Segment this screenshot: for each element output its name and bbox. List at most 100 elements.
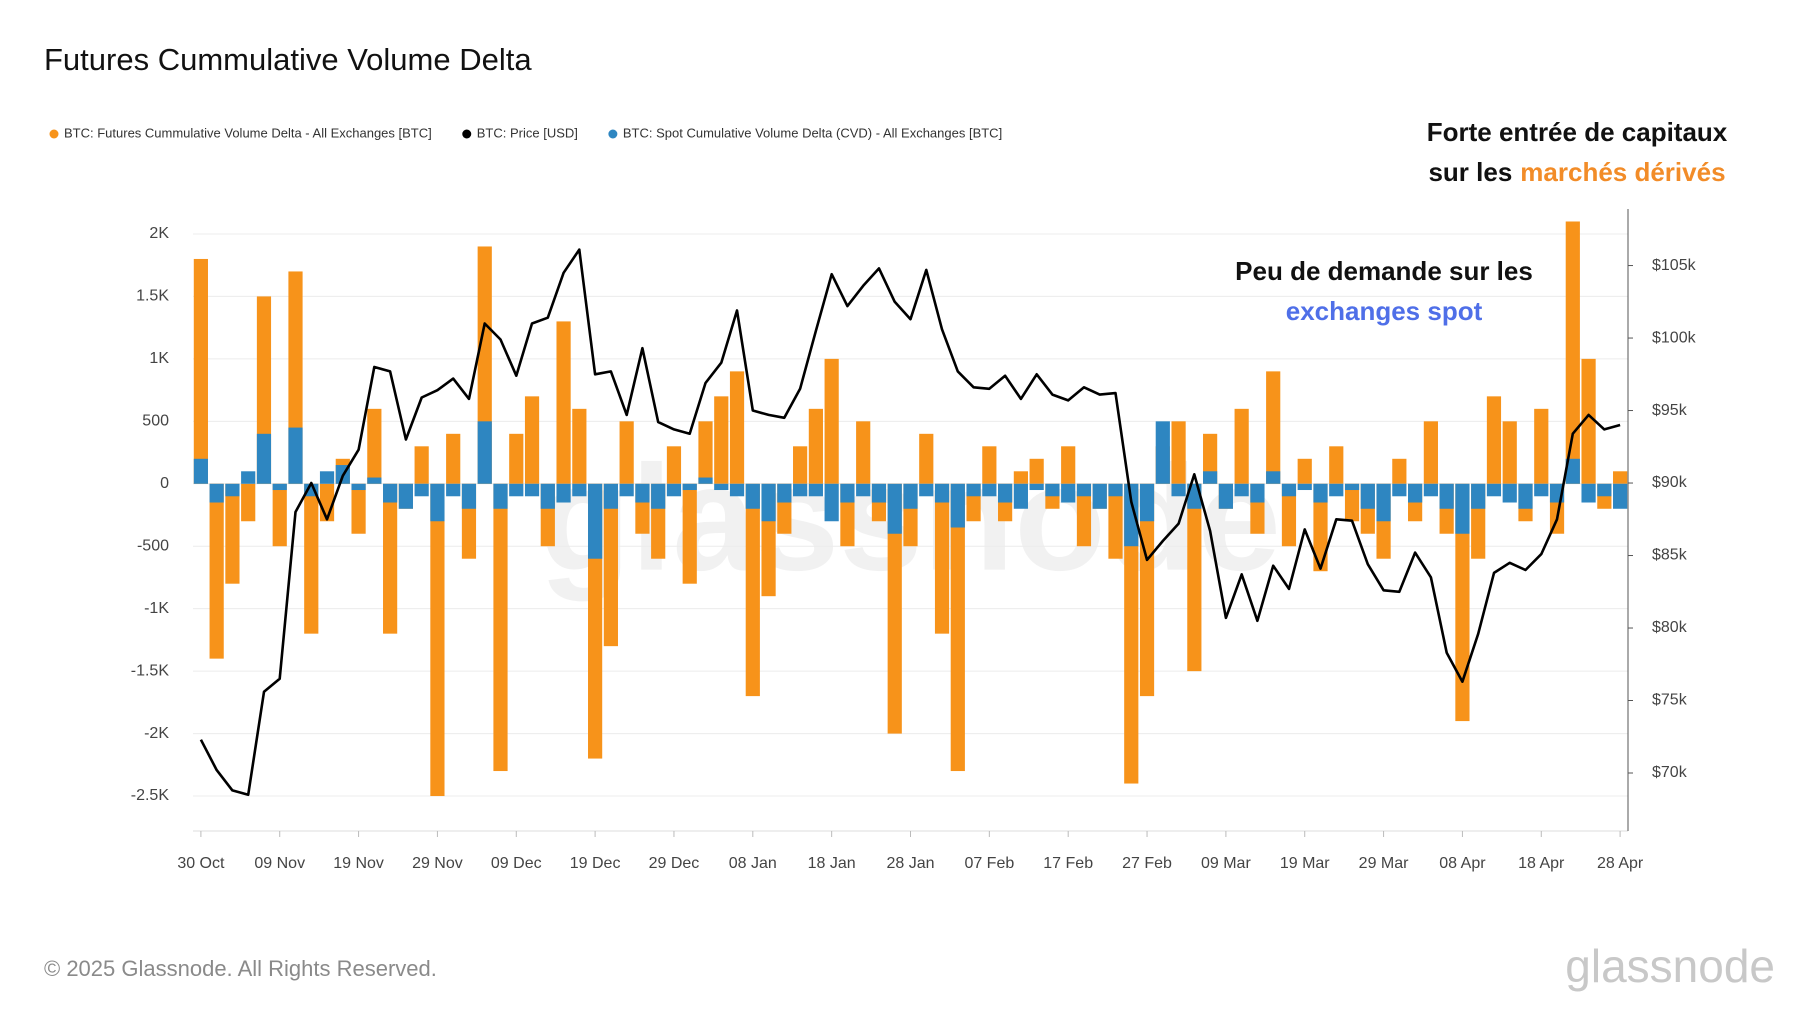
bar bbox=[1392, 483, 1407, 497]
y-tick-label: 1.5K bbox=[136, 288, 169, 305]
bar bbox=[934, 483, 950, 634]
bar bbox=[398, 483, 413, 509]
bar bbox=[1439, 483, 1454, 509]
bar bbox=[840, 483, 855, 503]
bar bbox=[982, 446, 997, 484]
bar bbox=[729, 483, 745, 497]
x-tick-label: 08 Jan bbox=[729, 855, 777, 872]
bar bbox=[1581, 358, 1596, 484]
bar bbox=[1471, 483, 1486, 509]
y-tick-label: 2K bbox=[149, 225, 169, 242]
bar bbox=[209, 483, 224, 659]
bar bbox=[1502, 421, 1517, 484]
bar bbox=[1502, 483, 1517, 503]
bar bbox=[430, 483, 445, 522]
bar bbox=[729, 371, 745, 484]
bar bbox=[241, 471, 256, 484]
bar bbox=[225, 483, 240, 584]
x-tick-label: 19 Dec bbox=[570, 855, 621, 872]
bar bbox=[1218, 483, 1233, 509]
bar bbox=[1171, 421, 1186, 484]
bar bbox=[1534, 408, 1549, 484]
x-tick-label: 18 Apr bbox=[1518, 855, 1565, 872]
bar bbox=[209, 483, 224, 503]
bar bbox=[225, 483, 240, 497]
bar bbox=[603, 483, 618, 509]
bar bbox=[1565, 458, 1580, 484]
annotation-text: Forte entrée de capitaux bbox=[1427, 117, 1728, 147]
annotation: exchanges spot bbox=[1286, 296, 1483, 326]
bar bbox=[714, 396, 729, 484]
legend-label: BTC: Futures Cummulative Volume Delta - … bbox=[64, 125, 432, 140]
bar bbox=[509, 483, 524, 497]
bar bbox=[982, 483, 997, 497]
bar bbox=[1155, 421, 1170, 484]
y2-tick-label: $95k bbox=[1652, 402, 1688, 419]
x-tick-label: 18 Jan bbox=[808, 855, 856, 872]
bar bbox=[1613, 471, 1628, 484]
price-line bbox=[199, 248, 1621, 797]
bar bbox=[256, 433, 272, 484]
bar bbox=[887, 483, 902, 534]
bar bbox=[1045, 483, 1060, 497]
bar bbox=[383, 483, 398, 634]
annotation: Peu de demande sur les bbox=[1235, 256, 1533, 286]
bar bbox=[1076, 483, 1092, 497]
chart-title: Futures Cummulative Volume Delta bbox=[44, 42, 532, 77]
bar bbox=[1281, 483, 1297, 547]
bar bbox=[1013, 483, 1028, 509]
y2-tick-label: $100k bbox=[1652, 329, 1697, 346]
x-tick-label: 28 Apr bbox=[1597, 855, 1644, 872]
bar bbox=[1360, 483, 1375, 509]
bar bbox=[1613, 483, 1628, 509]
bar bbox=[272, 483, 287, 547]
bar bbox=[304, 483, 319, 634]
bar bbox=[856, 483, 871, 497]
bar bbox=[1171, 483, 1186, 497]
bar bbox=[1124, 483, 1139, 784]
y2-tick-label: $90k bbox=[1652, 474, 1688, 491]
bar bbox=[288, 427, 303, 484]
bar bbox=[793, 446, 808, 484]
y2-tick-label: $105k bbox=[1652, 257, 1697, 274]
bar bbox=[272, 483, 287, 491]
bar bbox=[998, 483, 1013, 503]
bar bbox=[856, 421, 871, 484]
bar bbox=[934, 483, 950, 503]
x-tick-label: 09 Dec bbox=[491, 855, 542, 872]
bar bbox=[1344, 483, 1360, 491]
bar bbox=[1565, 221, 1580, 484]
x-tick-label: 30 Oct bbox=[177, 855, 225, 872]
bar bbox=[950, 483, 965, 528]
x-tick-label: 09 Mar bbox=[1201, 855, 1251, 872]
x-tick-label: 29 Dec bbox=[649, 855, 700, 872]
bar bbox=[1108, 483, 1123, 497]
y-tick-label: -500 bbox=[137, 537, 169, 554]
bar bbox=[666, 483, 682, 497]
bar bbox=[556, 483, 571, 503]
x-tick-label: 09 Nov bbox=[254, 855, 305, 872]
bar bbox=[745, 483, 760, 697]
bar bbox=[446, 433, 461, 484]
bar bbox=[1124, 483, 1139, 547]
y-tick-label: 1K bbox=[149, 350, 169, 367]
bar bbox=[1486, 396, 1502, 484]
bar bbox=[1234, 483, 1249, 497]
bar bbox=[414, 483, 429, 497]
bar bbox=[572, 408, 587, 484]
annotation: sur les marchés dérivés bbox=[1428, 157, 1725, 187]
bar bbox=[1408, 483, 1423, 503]
bar bbox=[761, 483, 776, 522]
x-tick-label: 29 Mar bbox=[1359, 855, 1409, 872]
footer: © 2025 Glassnode. All Rights Reserved. bbox=[44, 956, 437, 981]
bar bbox=[556, 321, 571, 484]
y-tick-label: -2K bbox=[144, 725, 169, 742]
bar bbox=[193, 258, 208, 484]
bar bbox=[1203, 471, 1218, 484]
logo: glassnode bbox=[1565, 940, 1775, 992]
x-tick-label: 27 Feb bbox=[1122, 855, 1172, 872]
legend-swatch bbox=[49, 129, 59, 139]
legend-label: BTC: Price [USD] bbox=[477, 125, 578, 140]
bar bbox=[950, 483, 965, 772]
annotation-text: marchés dérivés bbox=[1520, 157, 1725, 187]
